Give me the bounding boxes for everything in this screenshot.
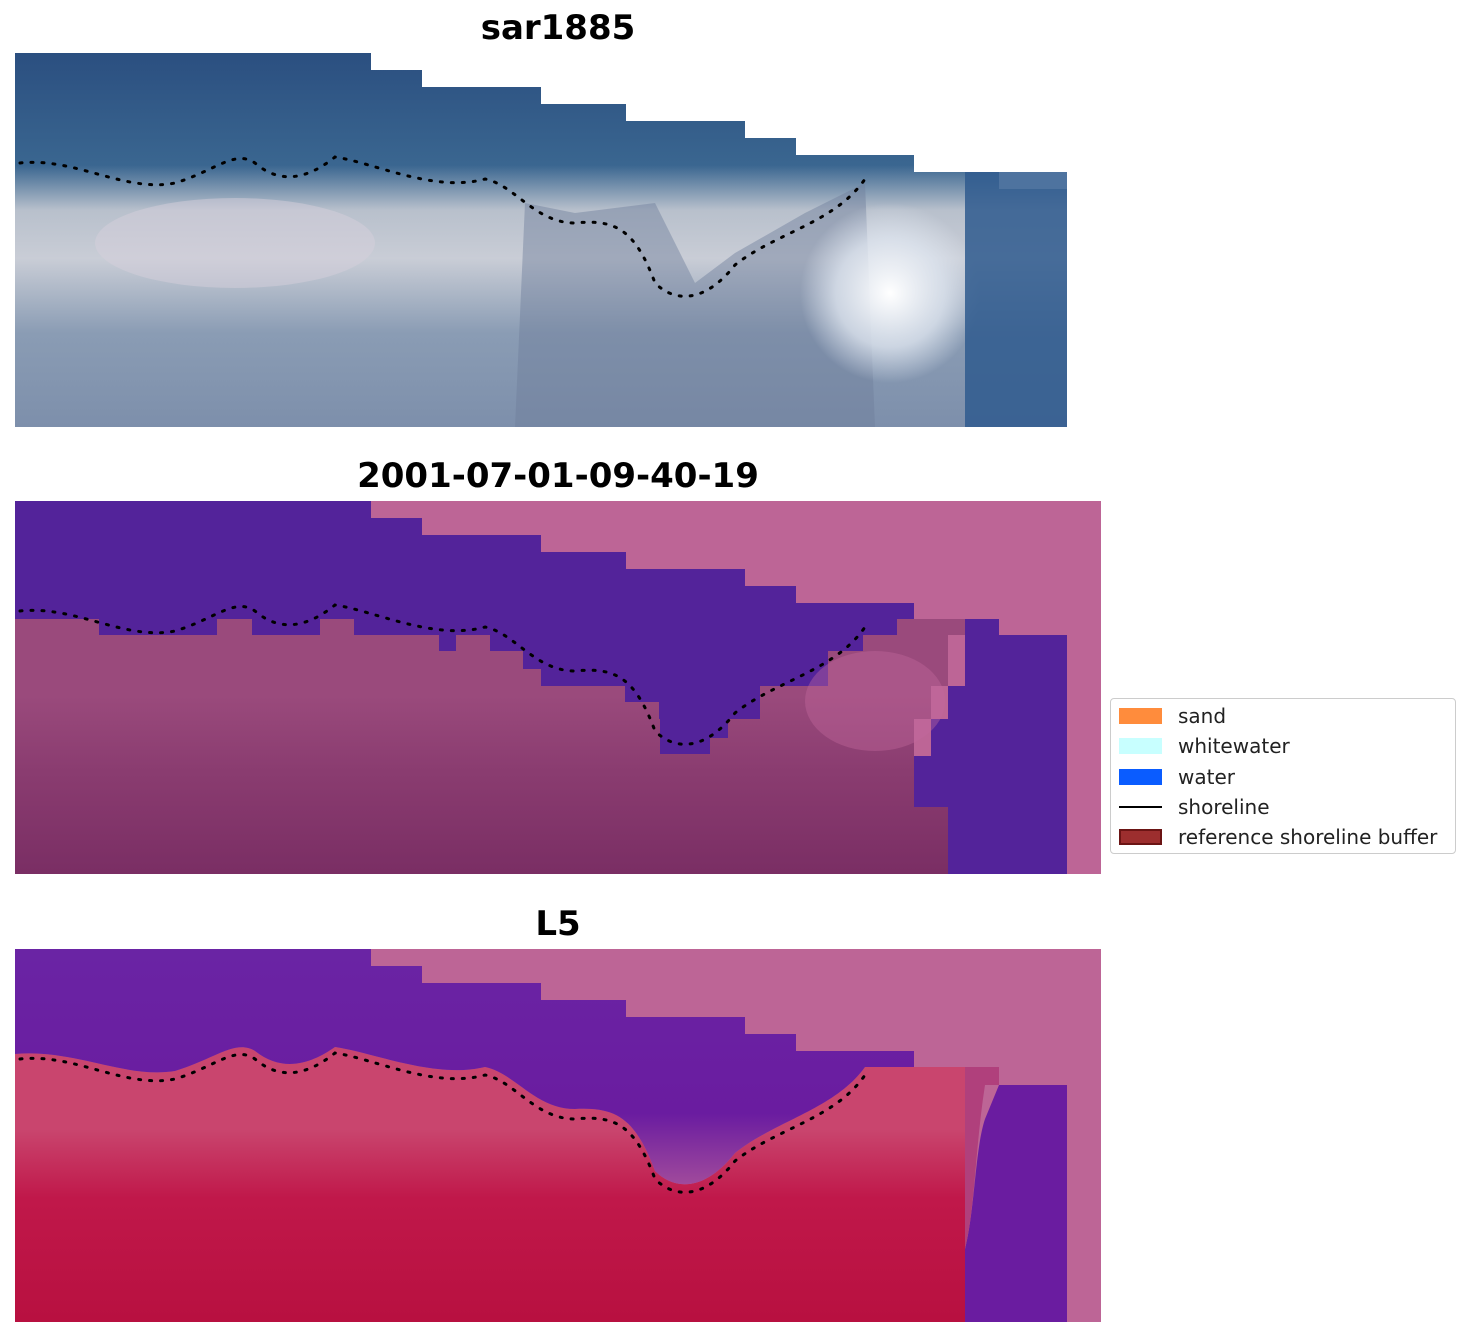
probability-image: [15, 949, 1101, 1322]
water-swatch: [1119, 769, 1162, 785]
legend: sand whitewater water shoreline referenc…: [1110, 698, 1456, 854]
shoreline-dots: [18, 155, 867, 298]
whitewater-swatch: [1119, 738, 1162, 754]
legend-item-whitewater: whitewater: [1119, 734, 1290, 758]
panel-2-title: 2001-07-01-09-40-19: [357, 456, 759, 496]
legend-item-sand: sand: [1119, 704, 1226, 728]
legend-label: shoreline: [1178, 795, 1270, 819]
shoreline-dots: [18, 603, 867, 746]
panel-3-title: L5: [535, 904, 581, 944]
legend-item-shoreline: shoreline: [1119, 795, 1270, 819]
legend-item-reference-buffer: reference shoreline buffer: [1119, 825, 1437, 849]
shoreline-dots: [18, 1051, 867, 1194]
legend-label: whitewater: [1178, 734, 1290, 758]
legend-label: water: [1178, 765, 1235, 789]
legend-item-water: water: [1119, 765, 1235, 789]
classification-image: [15, 501, 1101, 874]
shoreline-line-icon: [1119, 806, 1162, 808]
sand-swatch: [1119, 708, 1162, 724]
legend-label: sand: [1178, 704, 1227, 728]
buffer-swatch: [1119, 829, 1162, 845]
panel-1-title: sar1885: [480, 8, 636, 48]
legend-label: reference shoreline buffer: [1178, 825, 1438, 849]
rgb-satellite-image: [15, 53, 1067, 427]
